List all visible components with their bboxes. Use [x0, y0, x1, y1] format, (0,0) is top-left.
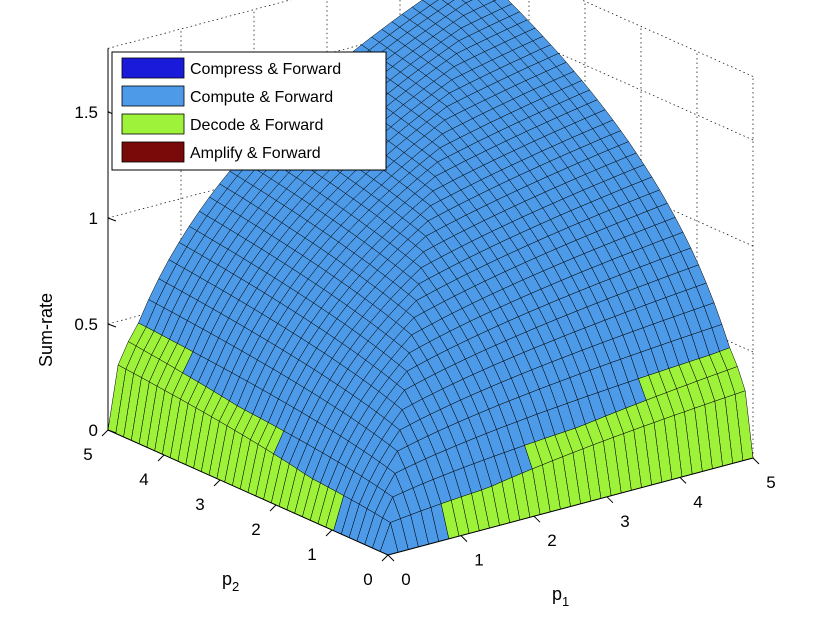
ytick-mark-0	[381, 554, 389, 562]
ztick-label-1: 0.5	[74, 315, 98, 334]
legend-swatch-compute	[121, 85, 185, 107]
legend-label-amplify: Amplify & Forward	[190, 145, 321, 162]
xtick-label-3: 3	[620, 512, 629, 531]
legend-swatch-decode	[121, 113, 185, 135]
xtick-mark-5	[752, 457, 760, 465]
legend-swatch-compress	[121, 57, 185, 79]
legend-entry-decode: Decode & Forward	[121, 113, 323, 135]
ztick-label-3: 1.5	[74, 103, 98, 122]
tick-labels: 0 1 2 3 4 5 0 1 2 3 4 5 0 0.5 1 1.5	[74, 103, 775, 589]
legend-entry-compress: Compress & Forward	[121, 57, 341, 79]
yaxis-label-sub: 2	[232, 579, 239, 594]
axis-p2-line	[107, 429, 389, 556]
xtick-mark-0	[387, 554, 395, 562]
ytick-label-1: 1	[307, 545, 316, 564]
xtick-mark-4	[679, 477, 687, 484]
ytick-label-5: 5	[83, 445, 92, 464]
surface-decode-compute	[107, 0, 754, 556]
xaxis-label-sub: 1	[562, 594, 569, 609]
ytick-mark-4	[157, 454, 165, 462]
grid-z-right-3	[472, 14, 754, 141]
axis-p1-line	[387, 457, 754, 556]
ytick-mark-2	[269, 504, 277, 512]
ytick-mark-5	[101, 429, 109, 437]
ytick-mark-1	[325, 529, 333, 537]
ytick-label-0: 0	[363, 570, 372, 589]
ytick-label-3: 3	[195, 495, 204, 514]
yaxis-label: p2	[222, 569, 239, 594]
ytick-label-2: 2	[251, 520, 260, 539]
legend: Compress & Forward Compute & Forward Dec…	[111, 51, 387, 171]
surfaces	[107, 0, 754, 556]
xtick-label-5: 5	[766, 473, 775, 492]
ytick-label-4: 4	[139, 470, 148, 489]
ztick-mark-2	[107, 217, 117, 222]
legend-label-compress: Compress & Forward	[190, 61, 341, 78]
legend-entry-compute: Compute & Forward	[121, 85, 333, 107]
legend-label-compute: Compute & Forward	[190, 89, 333, 106]
xtick-mark-2	[533, 515, 541, 523]
xtick-label-0: 0	[401, 570, 410, 589]
legend-label-decode: Decode & Forward	[190, 117, 323, 134]
legend-swatch-amplify	[121, 141, 185, 163]
xaxis-label: p1	[552, 584, 569, 609]
xtick-mark-1	[460, 535, 468, 542]
ztick-mark-1	[107, 323, 117, 328]
legend-entry-amplify: Amplify & Forward	[121, 141, 321, 163]
ztick-label-0: 0	[89, 421, 98, 440]
box-edge-top-right	[581, 0, 754, 77]
zaxis-label: Sum-rate	[36, 293, 56, 367]
xtick-mark-3	[606, 496, 614, 504]
ztick-label-2: 1	[89, 209, 98, 228]
xtick-label-1: 1	[474, 551, 483, 570]
ztick-mark-0	[107, 429, 117, 434]
xtick-label-2: 2	[547, 531, 556, 550]
xtick-label-4: 4	[693, 492, 702, 511]
ytick-mark-3	[213, 479, 221, 487]
